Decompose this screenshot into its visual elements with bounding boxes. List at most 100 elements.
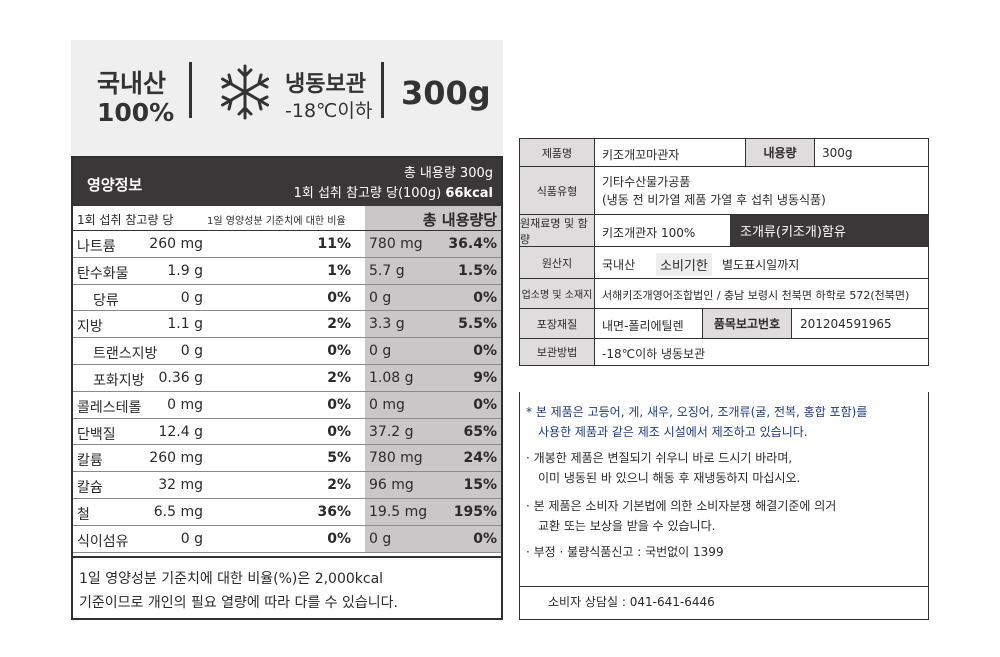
info-label: 보관방법 <box>520 339 595 365</box>
info-label: 원산지 <box>520 247 595 278</box>
nutrient-name: 칼슘 <box>77 480 103 497</box>
origin-text: 국내산 <box>97 69 167 98</box>
nutrient-amount: 0 g <box>180 343 203 360</box>
table-row: 나트륨 260 mg 11% 780 mg 36.4% <box>73 231 501 258</box>
nutrient-total-amount: 0 mg <box>369 396 405 413</box>
net-weight: 300g <box>401 74 491 112</box>
report-notice: · 부정 · 불량식품신고 : 국번없이 1399 <box>526 545 724 559</box>
nutrient-total-amount: 19.5 mg <box>369 503 428 520</box>
nutrient-name: 포화지방 <box>93 372 145 389</box>
nutrient-name: 지방 <box>77 319 103 336</box>
table-row: 지방 1.1 g 2% 3.3 g 5.5% <box>73 311 501 339</box>
nutrition-panel: 국내산 100% 냉동보관 -18℃이하 300g 영양정보 총 내용량 300… <box>71 40 503 620</box>
info-label: 제품명 <box>520 139 595 166</box>
storage-temp: -18℃이하 <box>285 100 373 122</box>
nutrient-amount: 0 g <box>180 530 203 547</box>
serving-text: 1회 섭취 참고량 당(100g) <box>293 186 442 201</box>
nutrient-name: 콜레스테롤 <box>77 399 142 416</box>
nutrient-name: 단백질 <box>77 426 116 443</box>
nutrient-pct: 2% <box>327 369 351 386</box>
nutrient-pct: 1% <box>327 262 351 279</box>
table-row: 트랜스지방 0 g 0% 0 g 0% <box>73 338 501 365</box>
nutrient-total-amount: 0 g <box>369 289 392 306</box>
total-amount: 총 내용량 300g <box>403 166 493 181</box>
allergen-badge: 조개류(키조개)함유 <box>730 215 929 246</box>
product-info-panel: 제품명 키조개꼬마관자 내용량 300g 식품유형 기타수산물가공품 (냉동 전… <box>519 138 929 620</box>
nutrient-amount: 260 mg <box>149 450 203 467</box>
nutrient-amount: 1.1 g <box>167 316 203 333</box>
info-value: 기타수산물가공품 <box>602 175 691 189</box>
table-row: 칼륨 260 mg 5% 780 mg 24% <box>73 445 501 473</box>
nutrient-amount: 260 mg <box>149 236 203 252</box>
nutrient-total-pct: 0% <box>473 396 497 413</box>
info-value: (냉동 전 비가열 제품 가열 후 섭취 냉동식품) <box>602 193 826 207</box>
notice-line: 교환 또는 보상을 받을 수 있습니다. <box>538 519 716 533</box>
nutrient-total-pct: 0% <box>473 530 497 547</box>
nutrient-pct: 5% <box>327 450 351 467</box>
nutrient-pct: 0% <box>327 423 351 440</box>
expiry-label: 소비기한 <box>656 253 712 276</box>
nutrient-total-amount: 1.08 g <box>369 369 414 386</box>
refund-notice: · 본 제품은 소비자 기본법에 의한 소비자분쟁 해결기준에 의거 교환 또는… <box>526 496 836 536</box>
notice-line: · 본 제품은 소비자 기본법에 의한 소비자분쟁 해결기준에 의거 <box>526 499 837 513</box>
nutrient-amount: 6.5 mg <box>153 503 203 520</box>
allergy-notice: * 본 제품은 고등어, 게, 새우, 오징어, 조개류(굴, 전복, 홍합 포… <box>526 402 867 442</box>
nutrient-pct: 0% <box>327 396 351 413</box>
table-row: 콜레스테롤 0 mg 0% 0 mg 0% <box>73 391 501 419</box>
nutrient-amount: 32 mg <box>158 477 203 494</box>
footnote-line: 1일 영양성분 기준치에 대한 비율(%)은 2,000kcal <box>79 571 384 587</box>
info-value: 내면-폴리에틸렌 <box>602 319 684 333</box>
nutrient-amount: 0 mg <box>167 396 203 413</box>
info-row-ingredient: 원재료명 및 함량 키조개관자 100% 조개류(키조개)함유 <box>520 215 929 247</box>
notice-line: · 개봉한 제품은 변질되기 쉬우니 바로 드시기 바라며, <box>526 451 793 465</box>
nutrient-total-pct: 0% <box>473 343 497 360</box>
nutrient-total-pct: 36.4% <box>448 236 497 252</box>
table-row: 탄수화물 1.9 g 1% 5.7 g 1.5% <box>73 257 501 285</box>
expiry-value: 별도표시일까지 <box>722 258 800 272</box>
report-value: 201204591965 <box>800 317 892 331</box>
nutrient-total-amount: 37.2 g <box>369 423 414 440</box>
nutrient-name: 철 <box>77 506 90 523</box>
notice-box: * 본 제품은 고등어, 게, 새우, 오징어, 조개류(굴, 전복, 홍합 포… <box>519 392 929 620</box>
info-label: 업소명 및 소재지 <box>520 279 595 308</box>
nutrient-pct: 0% <box>327 343 351 360</box>
info-value: -18℃이하 냉동보관 <box>602 347 706 361</box>
nutrition-header: 영양정보 총 내용량 300g 1회 섭취 참고량 당(100g) 66kcal <box>73 158 501 206</box>
content-value: 300g <box>822 146 853 160</box>
nutrient-total-amount: 780 mg <box>369 450 423 467</box>
nutrient-total-amount: 0 g <box>369 343 392 360</box>
table-row: 식이섬유 0 g 0% 0 g 0% <box>73 525 501 553</box>
nutrient-name: 칼륨 <box>77 453 103 470</box>
nutrition-footnote: 1일 영양성분 기준치에 대한 비율(%)은 2,000kcal 기준이므로 개… <box>73 556 501 618</box>
nutrient-name: 나트륨 <box>77 239 116 255</box>
nutrition-rows: 나트륨 260 mg 11% 780 mg 36.4% 탄수화물 1.9 g 1% 5.7 g… <box>73 231 501 553</box>
notice-line: 사용한 제품과 같은 제조 시설에서 제조하고 있습니다. <box>538 425 808 439</box>
nutrient-total-pct: 5.5% <box>458 316 497 333</box>
nutrient-total-amount: 0 g <box>369 530 392 547</box>
nutrient-total-pct: 15% <box>463 477 497 494</box>
nutrient-amount: 12.4 g <box>158 423 203 440</box>
info-value: 키조개관자 100% <box>602 226 696 240</box>
nutrient-pct: 2% <box>327 316 351 333</box>
footnote-line: 기준이므로 개인의 필요 열량에 따라 다를 수 있습니다. <box>79 595 398 611</box>
notice-line: * 본 제품은 고등어, 게, 새우, 오징어, 조개류(굴, 전복, 홍합 포… <box>526 405 868 419</box>
nutrient-total-amount: 5.7 g <box>369 262 405 279</box>
nutrient-total-pct: 65% <box>463 423 497 440</box>
col-serving: 1회 섭취 참고량 당 <box>77 213 174 227</box>
info-value: 국내산 <box>602 258 636 272</box>
info-row-storage: 보관방법 -18℃이하 냉동보관 <box>520 339 928 365</box>
content-label: 내용량 <box>745 139 815 166</box>
thaw-notice: · 개봉한 제품은 변질되기 쉬우니 바로 드시기 바라며, 이미 냉동된 바 … <box>526 448 800 488</box>
nutrient-total-amount: 3.3 g <box>369 316 405 333</box>
divider <box>189 62 192 118</box>
info-row-package: 포장재질 내면-폴리에틸렌 품목보고번호 201204591965 <box>520 309 928 339</box>
info-row-type: 식품유형 기타수산물가공품 (냉동 전 비가열 제품 가열 후 섭취 냉동식품) <box>520 167 928 215</box>
info-label: 포장재질 <box>520 309 595 338</box>
contact-phone: 소비자 상담실 : 041-641-6446 <box>548 595 715 609</box>
nutrient-name: 트랜스지방 <box>93 346 158 363</box>
report-label: 품목보고번호 <box>702 309 792 338</box>
nutrient-pct: 2% <box>327 477 351 494</box>
info-row-name: 제품명 키조개꼬마관자 내용량 300g <box>520 139 928 167</box>
info-value: 서해키조개영어조합법인 / 충남 보령시 천북면 하학로 572(천북면) <box>602 289 910 302</box>
divider <box>381 62 384 118</box>
